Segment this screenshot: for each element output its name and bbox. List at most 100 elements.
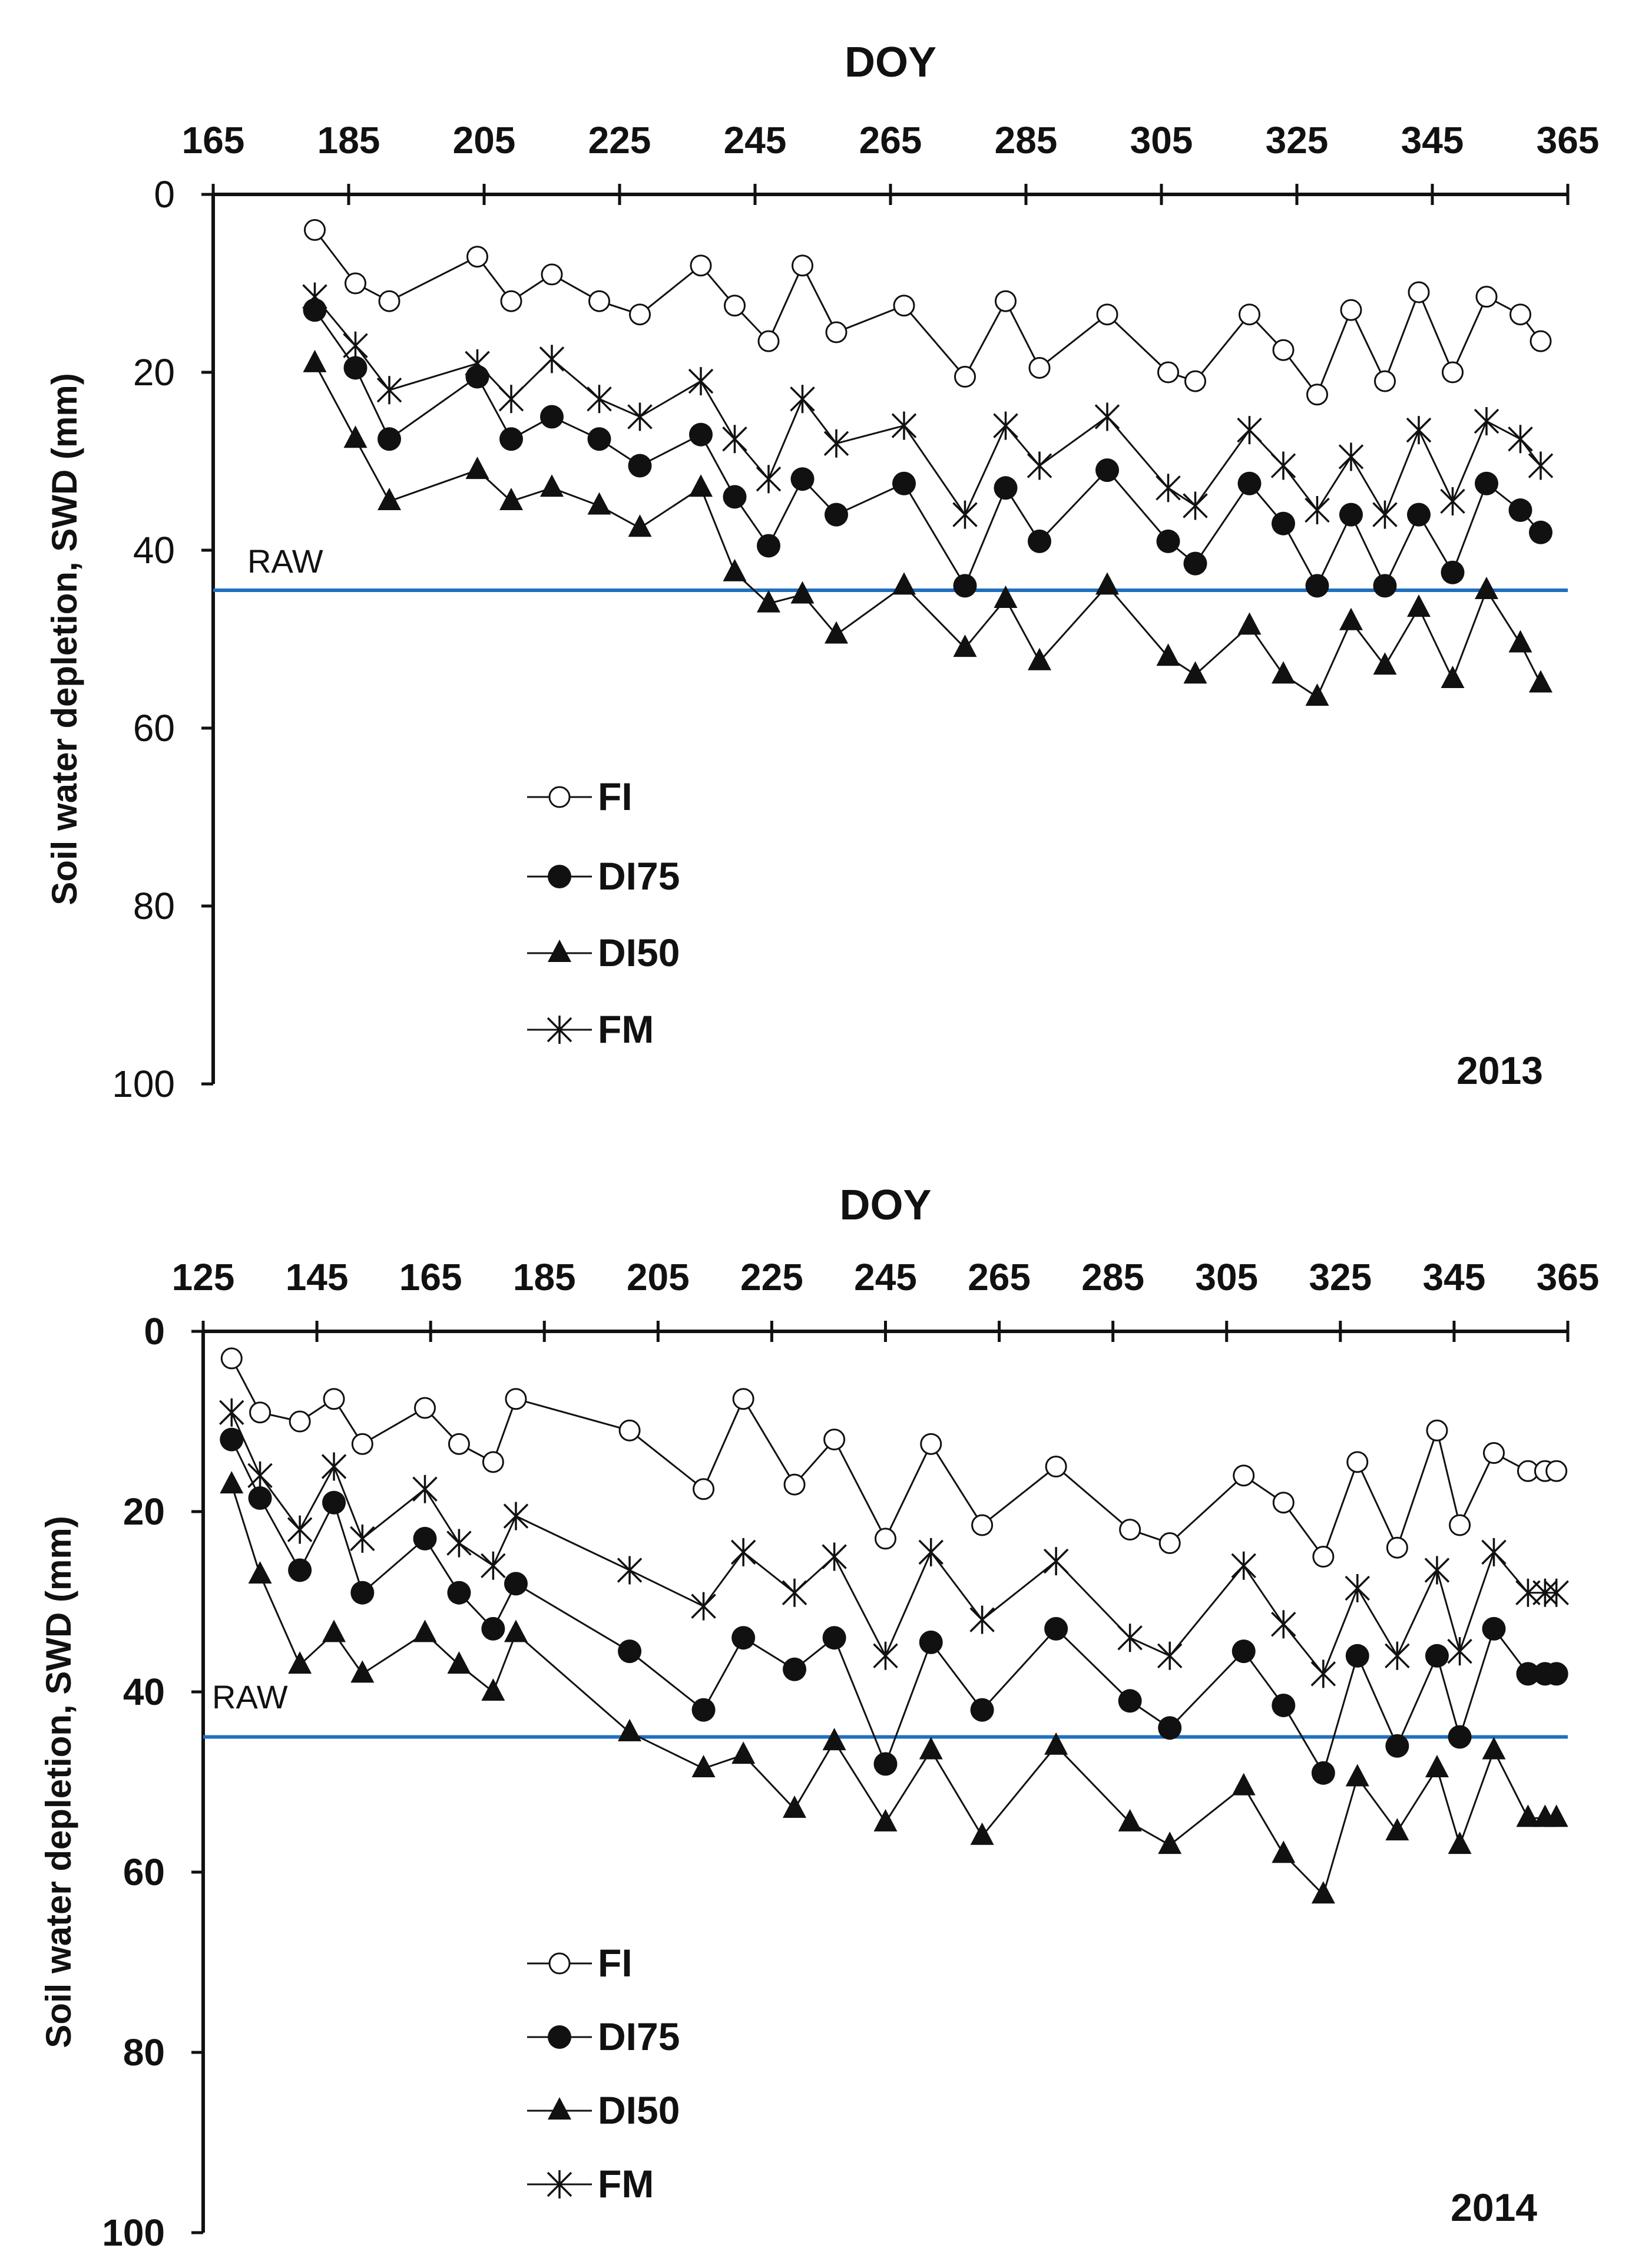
data-point-DI50 [723, 558, 747, 581]
x-tick-label: 305 [1195, 1256, 1258, 1298]
data-point-FI [323, 1388, 345, 1410]
data-point-FI [1340, 299, 1362, 321]
legend-item-FI: FI [527, 775, 633, 818]
data-point-DI75 [1475, 471, 1498, 495]
data-point-FI [1426, 1419, 1448, 1442]
data-point-FM [823, 429, 849, 458]
data-point-FI [1346, 1451, 1369, 1473]
data-point-DI75 [953, 574, 977, 598]
data-point-FM [691, 1592, 716, 1621]
data-point-FM [688, 367, 714, 396]
legend-marker-DI50 [548, 940, 571, 962]
y-tick-label: 100 [102, 2211, 165, 2254]
data-point-FM [376, 376, 402, 405]
data-point-DI75 [790, 467, 815, 491]
data-point-FI [1545, 1460, 1568, 1482]
data-point-DI75 [350, 1581, 375, 1605]
data-point-DI50 [822, 1728, 846, 1751]
data-point-DI50 [248, 1561, 272, 1584]
x-tick-label: 265 [968, 1256, 1031, 1298]
data-point-DI50 [1441, 665, 1465, 688]
data-point-FI [724, 295, 746, 317]
y-tick-label: 100 [112, 1063, 175, 1105]
x-tick-label: 325 [1266, 119, 1329, 161]
y-tick-label: 20 [123, 1490, 165, 1533]
data-point-FI [1045, 1456, 1067, 1477]
data-point-DI75 [1232, 1639, 1256, 1664]
data-point-DI75 [1118, 1689, 1142, 1713]
x-tick-label: 345 [1401, 119, 1464, 161]
data-point-FI [1119, 1519, 1141, 1541]
data-point-FI [1239, 303, 1260, 326]
legend-label: DI50 [598, 2088, 680, 2132]
data-point-DI75 [783, 1657, 807, 1681]
data-point-DI50 [303, 349, 327, 372]
data-point-DI50 [1118, 1809, 1142, 1831]
data-point-DI50 [1272, 661, 1295, 684]
data-point-FI [289, 1410, 311, 1433]
data-point-DI75 [691, 1698, 716, 1722]
data-point-DI75 [628, 454, 652, 478]
data-point-FM [587, 385, 612, 414]
data-point-FI [505, 1388, 527, 1410]
data-point-FI [690, 254, 712, 277]
data-point-DI50 [1385, 1818, 1409, 1841]
data-point-DI75 [1441, 560, 1465, 584]
data-point-FI [249, 1401, 272, 1424]
data-point-DI50 [220, 1471, 244, 1494]
legend-item-DI75: DI75 [527, 2015, 680, 2058]
data-point-FI [792, 254, 813, 277]
data-point-DI75 [343, 356, 368, 380]
data-point-FM [918, 1538, 944, 1566]
legend-item-DI75: DI75 [527, 854, 680, 898]
data-point-DI50 [1516, 1804, 1540, 1827]
data-point-FM [287, 1515, 313, 1544]
data-point-DI50 [825, 621, 848, 644]
data-point-DI50 [873, 1809, 898, 1831]
data-point-DI75 [1237, 471, 1262, 495]
data-point-FM [498, 385, 524, 414]
data-point-FM [1231, 1551, 1256, 1580]
series-FI [220, 1347, 1568, 1568]
data-point-DI50 [1345, 1764, 1369, 1787]
x-tick-label: 325 [1309, 1256, 1372, 1298]
data-point-FI [920, 1433, 942, 1455]
data-point-DI50 [970, 1822, 994, 1845]
data-point-FI [875, 1528, 896, 1550]
legend-marker-FM [547, 2170, 572, 2198]
data-point-FI [500, 290, 522, 312]
data-point-FM [481, 1551, 506, 1580]
data-point-FM [1481, 1538, 1507, 1566]
data-point-FM [1532, 1578, 1558, 1607]
data-point-FI [1386, 1536, 1408, 1559]
panel-2014: 125 145 165 185 205 225 245 265 285 305 325 345 365 0… [39, 1182, 1599, 2254]
data-point-FI [995, 290, 1017, 312]
data-point-DI75 [1311, 1761, 1335, 1785]
x-tick-label: 365 [1537, 119, 1600, 161]
data-point-DI50 [1373, 652, 1397, 675]
data-point-FM [993, 411, 1018, 440]
data-point-DI75 [504, 1572, 528, 1596]
data-point-FM [1508, 425, 1533, 454]
data-point-FM [465, 349, 490, 378]
data-point-FI [588, 290, 610, 312]
y-axis-title: Soil water depletion, SWD (mm) [39, 1516, 78, 2048]
data-point-DI50 [628, 514, 652, 537]
data-point-DI75 [1156, 529, 1180, 553]
data-point-DI50 [892, 572, 916, 595]
data-point-DI50 [322, 1619, 346, 1642]
data-point-FI [757, 330, 780, 352]
data-point-FI [1157, 361, 1179, 383]
data-point-FI [618, 1419, 641, 1442]
data-point-DI50 [1158, 1831, 1182, 1854]
data-point-DI50 [1475, 576, 1498, 599]
series-DI50 [220, 1471, 1568, 1904]
x-axis-title: DOY [839, 1182, 931, 1229]
data-point-DI75 [288, 1558, 312, 1582]
data-point-DI75 [447, 1581, 471, 1605]
data-point-FM [350, 1524, 375, 1553]
data-point-FI [448, 1433, 470, 1455]
data-point-FM [1385, 1641, 1410, 1670]
data-point-DI50 [504, 1619, 528, 1642]
